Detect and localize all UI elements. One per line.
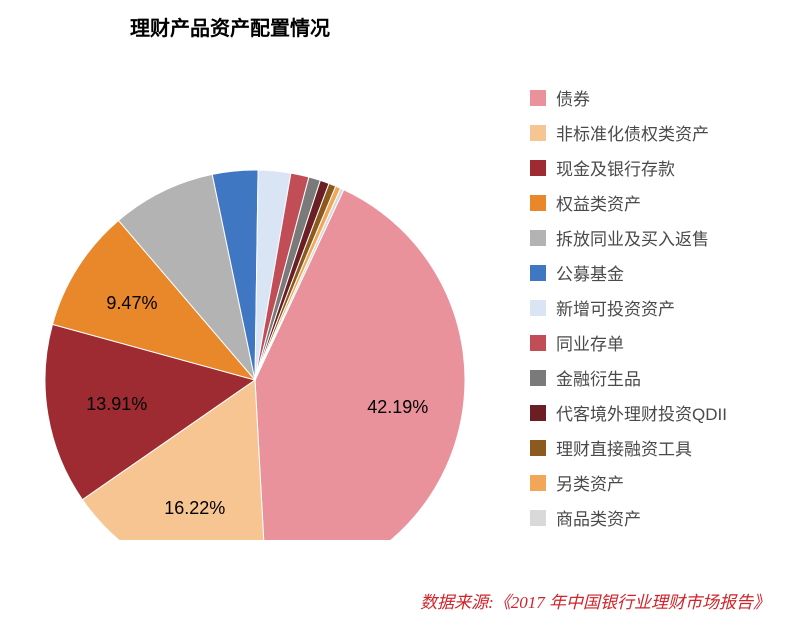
legend: 债券非标准化债权类资产现金及银行存款权益类资产拆放同业及买入返售公募基金新增可投… [530, 80, 780, 535]
legend-label: 权益类资产 [556, 190, 641, 215]
legend-swatch [530, 160, 546, 176]
legend-item: 权益类资产 [530, 185, 780, 220]
legend-label: 债券 [556, 85, 590, 110]
legend-swatch [530, 125, 546, 141]
pie-slice-percent-label: 16.22% [164, 498, 225, 519]
legend-label: 新增可投资资产 [556, 295, 675, 320]
legend-swatch [530, 405, 546, 421]
legend-label: 同业存单 [556, 330, 624, 355]
legend-swatch [530, 475, 546, 491]
legend-swatch [530, 230, 546, 246]
legend-item: 现金及银行存款 [530, 150, 780, 185]
pie-slice-percent-label: 42.19% [367, 397, 428, 418]
legend-label: 商品类资产 [556, 505, 641, 530]
legend-label: 拆放同业及买入返售 [556, 225, 709, 250]
chart-container: 理财产品资产配置情况 债券非标准化债权类资产现金及银行存款权益类资产拆放同业及买… [0, 0, 788, 625]
legend-label: 现金及银行存款 [556, 155, 675, 180]
legend-swatch [530, 265, 546, 281]
legend-swatch [530, 440, 546, 456]
legend-item: 理财直接融资工具 [530, 430, 780, 465]
legend-item: 新增可投资资产 [530, 290, 780, 325]
legend-item: 拆放同业及买入返售 [530, 220, 780, 255]
legend-swatch [530, 335, 546, 351]
legend-swatch [530, 195, 546, 211]
pie-chart [20, 80, 490, 540]
legend-label: 金融衍生品 [556, 365, 641, 390]
chart-title: 理财产品资产配置情况 [0, 12, 460, 41]
legend-item: 非标准化债权类资产 [530, 115, 780, 150]
legend-swatch [530, 300, 546, 316]
legend-item: 同业存单 [530, 325, 780, 360]
data-source-line: 数据来源:《2017 年中国银行业理财市场报告》 [420, 588, 770, 613]
legend-label: 另类资产 [556, 470, 624, 495]
legend-label: 公募基金 [556, 260, 624, 285]
legend-item: 金融衍生品 [530, 360, 780, 395]
legend-item: 商品类资产 [530, 500, 780, 535]
legend-label: 代客境外理财投资QDII [556, 400, 727, 425]
legend-item: 债券 [530, 80, 780, 115]
legend-swatch [530, 90, 546, 106]
legend-label: 非标准化债权类资产 [556, 120, 709, 145]
legend-item: 代客境外理财投资QDII [530, 395, 780, 430]
pie-slice-percent-label: 13.91% [86, 394, 147, 415]
pie-slice-percent-label: 9.47% [106, 293, 157, 314]
legend-swatch [530, 370, 546, 386]
legend-item: 公募基金 [530, 255, 780, 290]
legend-item: 另类资产 [530, 465, 780, 500]
legend-swatch [530, 510, 546, 526]
legend-label: 理财直接融资工具 [556, 435, 692, 460]
